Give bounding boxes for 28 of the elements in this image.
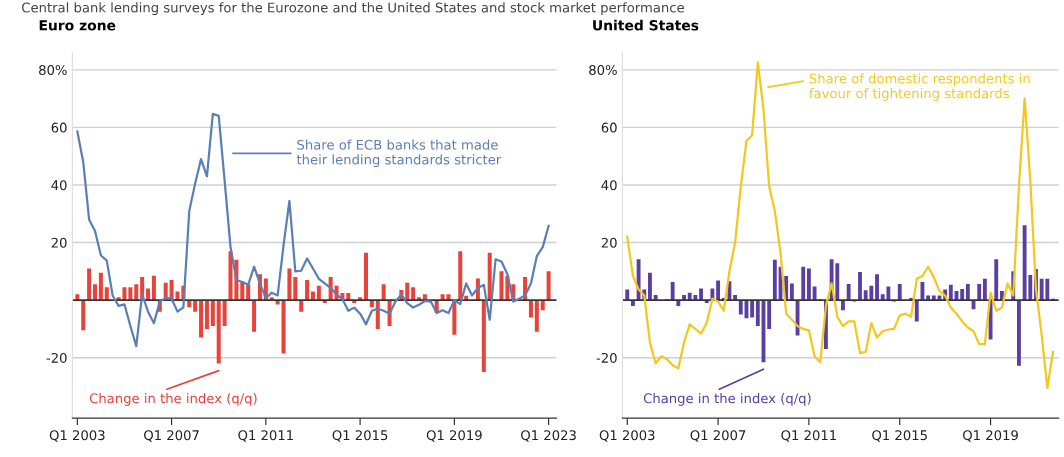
x-tick-label: Q1 2015 [872, 430, 927, 442]
y-tick-label: -20 [46, 352, 67, 363]
x-tick-label: Q1 2011 [781, 430, 836, 442]
y-tick-label: 20 [51, 237, 67, 248]
legend-label: Share of ECB banks that made their lending standards stricter [296, 139, 502, 168]
chart-title: United States [593, 19, 699, 31]
x-tick-label: Q1 2019 [963, 430, 1018, 442]
text: Change in the index (q/q) [643, 393, 811, 406]
y-tick-label: 60 [51, 122, 67, 133]
y-tick-label: 40 [51, 180, 67, 191]
x-tick-label: Q1 2019 [426, 430, 482, 442]
x-tick-label: Q1 2003 [599, 430, 655, 442]
y-tick-label: 80% [589, 65, 617, 76]
y-tick-label: 80% [39, 65, 67, 76]
x-tick-label: Q1 2007 [144, 430, 199, 442]
y-tick-label: 60 [601, 122, 617, 133]
x-tick-label: Q1 2023 [521, 430, 576, 442]
x-tick-label: Q1 2003 [49, 430, 105, 442]
y-tick-label: 20 [601, 237, 617, 248]
x-tick-label: Q1 2011 [238, 430, 293, 442]
text: Central bank lending surveys for the Eurozone and the United States and stock market performance [22, 2, 684, 16]
chart-title: Euro zone [39, 20, 116, 31]
legend-label: Share of domestic respondents in favour of tightening standards [809, 73, 1030, 101]
y-tick-label: 40 [601, 180, 617, 191]
y-tick-label: -20 [596, 352, 617, 363]
x-tick-label: Q1 2007 [690, 430, 746, 442]
text: Change in the index (q/q) [89, 393, 257, 406]
x-tick-label: Q1 2015 [332, 430, 388, 442]
